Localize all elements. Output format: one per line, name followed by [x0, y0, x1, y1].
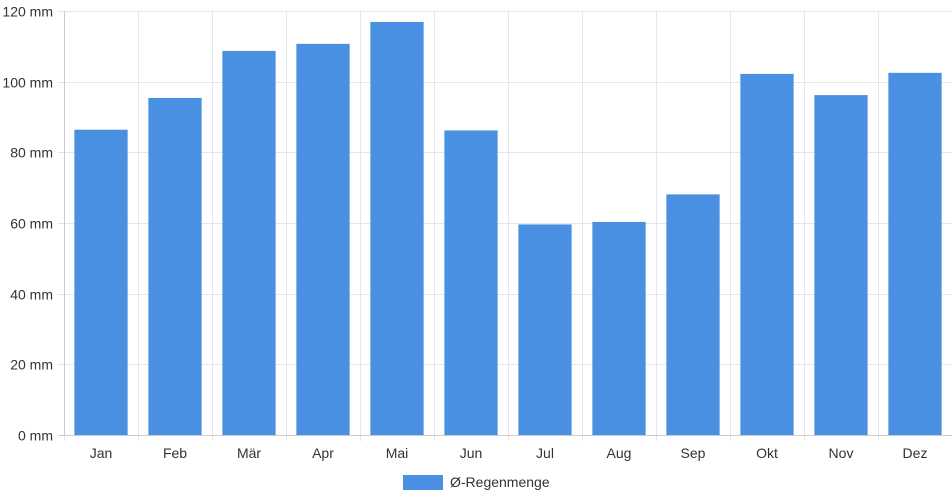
bar-mai[interactable]	[370, 21, 424, 435]
x-tick-label: Jul	[536, 445, 554, 461]
bar-nov[interactable]	[814, 95, 868, 436]
x-tick-label: Sep	[681, 445, 706, 461]
y-tick-label: 60 mm	[10, 216, 53, 232]
bar-aug[interactable]	[592, 221, 646, 435]
legend-label: Ø-Regenmenge	[450, 474, 550, 490]
bar-jul[interactable]	[518, 224, 572, 435]
grid	[58, 11, 952, 441]
x-tick-label: Mai	[386, 445, 409, 461]
x-tick-label: Nov	[829, 445, 854, 461]
y-tick-label: 120 mm	[2, 4, 53, 20]
bar-feb[interactable]	[148, 97, 202, 436]
bar-jan[interactable]	[74, 129, 128, 435]
bar-sep[interactable]	[666, 194, 720, 435]
x-tick-label: Dez	[903, 445, 928, 461]
x-tick-label: Apr	[312, 445, 334, 461]
bar-mär[interactable]	[222, 50, 276, 435]
y-tick-label: 100 mm	[2, 75, 53, 91]
x-tick-label: Jun	[460, 445, 483, 461]
bar-okt[interactable]	[740, 73, 794, 435]
bar-apr[interactable]	[296, 43, 350, 436]
x-tick-label: Jan	[90, 445, 113, 461]
y-tick-label: 0 mm	[18, 428, 53, 444]
y-tick-label: 20 mm	[10, 357, 53, 373]
x-tick-label: Feb	[163, 445, 187, 461]
x-tick-label: Mär	[237, 445, 261, 461]
axes: 0 mm 20 mm 40 mm 60 mm 80 mm 100 mm 120 mm Jan F…	[2, 4, 952, 461]
bars	[74, 21, 942, 436]
bar-jun[interactable]	[444, 130, 498, 435]
legend-item[interactable]: Ø-Regenmenge	[403, 474, 550, 490]
bar-dez[interactable]	[888, 72, 942, 435]
y-tick-label: 40 mm	[10, 287, 53, 303]
x-tick-label: Okt	[756, 445, 778, 461]
legend[interactable]: Ø-Regenmenge	[403, 474, 550, 490]
x-tick-label: Aug	[607, 445, 632, 461]
legend-swatch	[403, 475, 443, 490]
y-tick-label: 80 mm	[10, 145, 53, 161]
